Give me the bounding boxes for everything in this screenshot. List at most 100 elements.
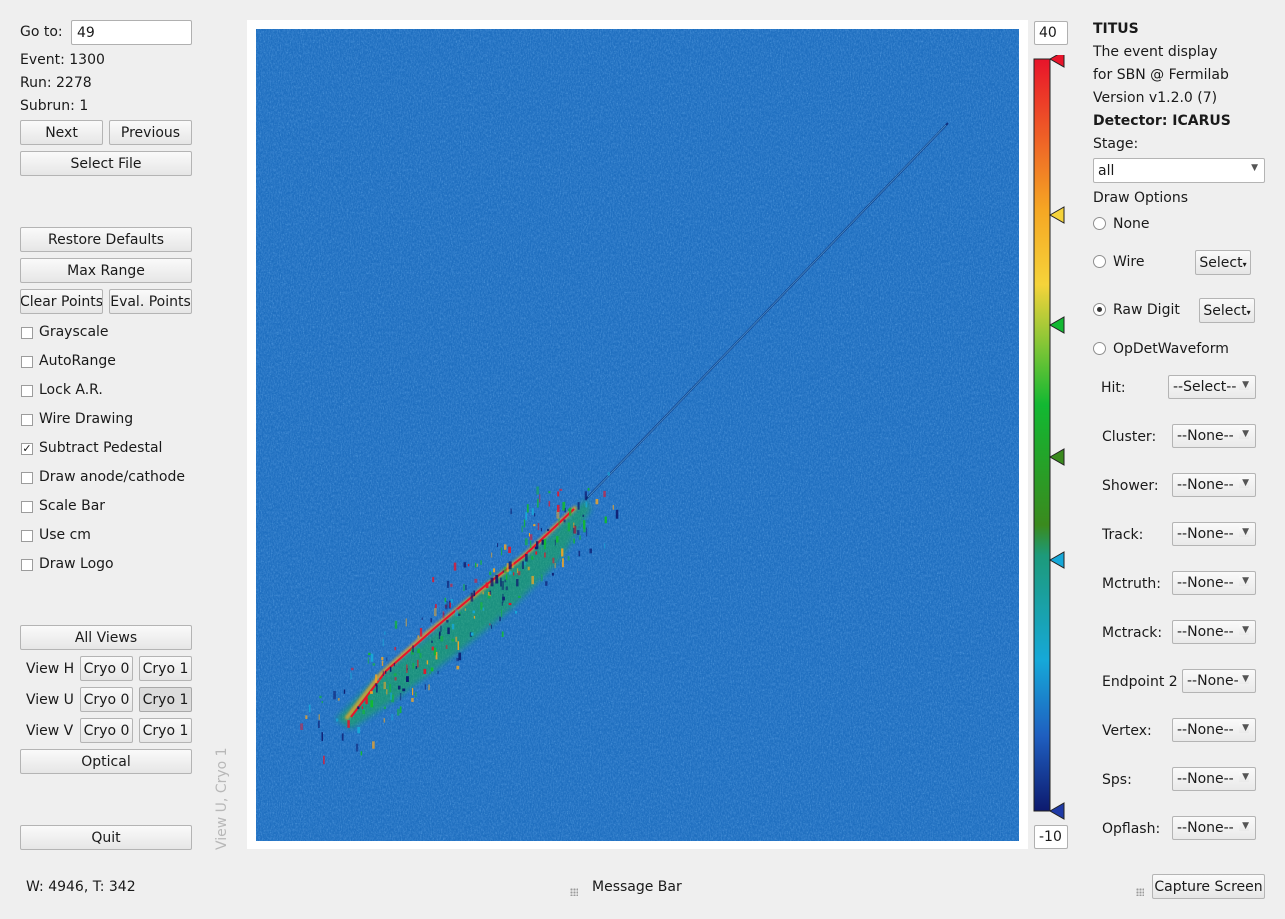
product-select[interactable]: --None-- ▼ — [1172, 424, 1256, 448]
next-button[interactable]: Next — [20, 120, 103, 145]
product-select[interactable]: --Select-- ▼ — [1168, 375, 1256, 399]
product-select[interactable]: --None-- ▼ — [1172, 571, 1256, 595]
checkbox-draw-logo[interactable] — [21, 559, 33, 571]
shower-speck — [372, 741, 375, 749]
app-version: Version v1.2.0 (7) — [1093, 90, 1218, 106]
product-select[interactable]: --None-- ▼ — [1172, 816, 1256, 840]
checkbox-subtract-pedestal[interactable]: ✓ — [21, 442, 33, 455]
shower-speck — [467, 564, 470, 567]
wire-select-button[interactable]: Select ▾ — [1195, 250, 1251, 275]
chevron-down-icon: ▼ — [1239, 625, 1249, 635]
shower-speck — [435, 604, 437, 608]
capture-screen-button[interactable]: Capture Screen — [1152, 874, 1265, 899]
shower-speck — [405, 618, 407, 627]
chevron-down-icon: ▼ — [1239, 674, 1249, 684]
shower-speck — [576, 530, 580, 535]
shower-speck — [510, 508, 512, 515]
shower-speck — [376, 685, 378, 693]
resize-grip-icon[interactable] — [1136, 888, 1144, 896]
resize-grip-icon[interactable] — [570, 888, 578, 896]
event-display-plot[interactable] — [256, 29, 1019, 841]
product-label: Sps: — [1102, 772, 1132, 788]
max-range-button[interactable]: Max Range — [20, 258, 192, 283]
checkbox-autorange[interactable] — [21, 356, 33, 368]
shower-speck — [415, 666, 418, 669]
goto-label: Go to: — [20, 24, 63, 40]
view-h-cryo0-button[interactable]: Cryo 0 — [80, 656, 133, 681]
shower-speck — [415, 691, 417, 698]
checkbox-wire-drawing[interactable] — [21, 414, 33, 426]
product-select-value: --None-- — [1187, 673, 1244, 689]
product-select[interactable]: --None-- ▼ — [1172, 522, 1256, 546]
radio-none[interactable] — [1093, 217, 1106, 230]
clear-points-button[interactable]: Clear Points — [20, 289, 103, 314]
colorbar-marker-handle[interactable] — [1048, 55, 1065, 68]
quit-button[interactable]: Quit — [20, 825, 192, 850]
colorbar-marker-handle[interactable] — [1048, 316, 1065, 334]
product-select[interactable]: --None-- ▼ — [1172, 620, 1256, 644]
checkbox-use-cm[interactable] — [21, 530, 33, 542]
previous-button[interactable]: Previous — [109, 120, 192, 145]
product-select[interactable]: --None-- ▼ — [1172, 473, 1256, 497]
wire-select-label: Select — [1199, 254, 1243, 271]
view-v-cryo1-button[interactable]: Cryo 1 — [139, 718, 192, 743]
view-h-cryo1-button[interactable]: Cryo 1 — [139, 656, 192, 681]
shower-speck — [502, 593, 504, 603]
colorbar-min-input[interactable]: -10 — [1034, 825, 1068, 849]
shower-speck — [321, 732, 323, 742]
radio-wire[interactable] — [1093, 255, 1106, 268]
radio-raw-digit[interactable] — [1093, 303, 1106, 316]
shower-speck — [526, 504, 529, 513]
product-select[interactable]: --None-- ▼ — [1172, 718, 1256, 742]
radio-opdet-waveform-label: OpDetWaveform — [1113, 341, 1229, 357]
shower-speck — [368, 694, 370, 703]
colorbar[interactable] — [1030, 55, 1070, 823]
checkbox-draw-anode-cathode[interactable] — [21, 472, 33, 484]
shower-speck — [524, 538, 528, 546]
checkbox-lock-a-r[interactable] — [21, 385, 33, 397]
shower-speck — [473, 615, 476, 619]
eval-points-button[interactable]: Eval. Points — [109, 289, 192, 314]
product-select-value: --None-- — [1177, 722, 1234, 738]
colorbar-marker-handle[interactable] — [1048, 206, 1065, 224]
product-select[interactable]: --None-- ▼ — [1172, 767, 1256, 791]
shower-speck — [508, 561, 512, 570]
shower-speck — [501, 581, 504, 590]
shower-speck — [536, 486, 539, 495]
shower-speck — [531, 575, 534, 585]
raw-digit-select-button[interactable]: Select ▾ — [1199, 298, 1255, 323]
all-views-button[interactable]: All Views — [20, 625, 192, 650]
shower-speck — [321, 701, 323, 704]
colorbar-marker-handle[interactable] — [1048, 448, 1065, 466]
radio-opdet-waveform[interactable] — [1093, 342, 1106, 355]
colorbar-markers[interactable] — [1048, 55, 1065, 820]
shower-speck — [394, 620, 398, 629]
shower-speck — [585, 501, 588, 508]
shower-speck — [347, 720, 350, 728]
shower-speck — [531, 508, 534, 515]
shower-speck — [398, 685, 401, 690]
goto-input[interactable]: 49 — [71, 20, 192, 45]
colorbar-max-input[interactable]: 40 — [1034, 21, 1068, 45]
stage-select[interactable]: all ▼ — [1093, 158, 1265, 183]
select-file-button[interactable]: Select File — [20, 151, 192, 176]
shower-speck — [350, 672, 352, 680]
colorbar-marker-handle[interactable] — [1048, 802, 1065, 820]
shower-speck — [472, 610, 475, 614]
colorbar-marker-handle[interactable] — [1048, 551, 1065, 569]
restore-defaults-button[interactable]: Restore Defaults — [20, 227, 192, 252]
view-u-cryo1-button[interactable]: Cryo 1 — [139, 687, 192, 712]
checkbox-grayscale[interactable] — [21, 327, 33, 339]
shower-speck — [489, 590, 492, 595]
optical-button[interactable]: Optical — [20, 749, 192, 774]
checkbox-scale-bar[interactable] — [21, 501, 33, 513]
view-v-cryo0-button[interactable]: Cryo 0 — [80, 718, 133, 743]
shower-speck — [474, 578, 478, 583]
checkbox-label: Grayscale — [39, 324, 109, 340]
product-select-value: --Select-- — [1173, 379, 1237, 395]
shower-speck — [548, 501, 551, 507]
shower-speck — [554, 563, 556, 569]
shower-speck — [308, 704, 311, 713]
view-u-cryo0-button[interactable]: Cryo 0 — [80, 687, 133, 712]
product-select[interactable]: --None-- ▼ — [1182, 669, 1256, 693]
